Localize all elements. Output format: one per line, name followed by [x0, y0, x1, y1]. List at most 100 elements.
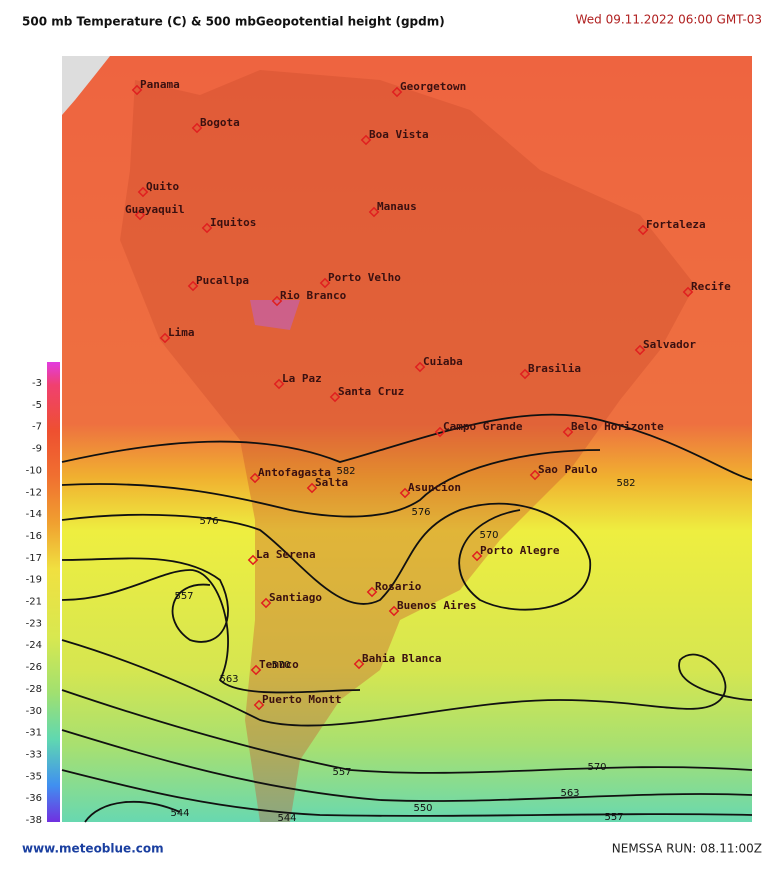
contour-label: 582	[336, 466, 355, 477]
legend-value: -26	[26, 662, 42, 673]
legend-value: -31	[26, 728, 42, 739]
city-marker	[360, 134, 372, 146]
city-label: Antofagasta	[258, 466, 331, 479]
contour-label: 563	[560, 788, 579, 799]
city-label: Recife	[691, 280, 731, 293]
city-marker	[134, 209, 146, 221]
legend-value: -7	[32, 422, 42, 433]
city-marker	[131, 84, 143, 96]
contour-label: 563	[219, 674, 238, 685]
cities: Panama Bogota Quito Guayaquil Iquitos Georget…	[125, 78, 731, 711]
city-label: Pucallpa	[196, 274, 249, 287]
map-area: Panama Bogota Quito Guayaquil Iquitos Georget…	[61, 56, 753, 824]
run-info: NEMSSA RUN: 08.11:00Z	[612, 842, 762, 856]
cold-pocket	[250, 300, 300, 330]
map-date: Wed 09.11.2022 06:00 GMT-03	[576, 13, 762, 27]
contour-label: 570	[587, 762, 606, 773]
city-marker	[634, 344, 646, 356]
city-marker	[414, 361, 426, 373]
contour-label: 557	[174, 591, 193, 602]
legend-value: -23	[26, 618, 42, 629]
city-marker	[391, 86, 403, 98]
city-label: Salvador	[643, 338, 696, 351]
contour-label: 544	[277, 813, 296, 824]
city-marker	[562, 426, 574, 438]
legend-value: -30	[26, 706, 42, 717]
no-data-area	[62, 56, 110, 115]
city-marker	[273, 378, 285, 390]
city-label: La Paz	[282, 372, 322, 385]
site-link[interactable]: www.meteoblue.com	[22, 842, 164, 856]
city-label: Porto Alegre	[480, 544, 560, 557]
city-marker	[519, 368, 531, 380]
city-label: Santa Cruz	[338, 385, 404, 398]
city-marker	[388, 605, 400, 617]
city-label: Rosario	[375, 580, 422, 593]
legend-value: -21	[26, 597, 42, 608]
city-label: Boa Vista	[369, 128, 429, 141]
city-marker	[353, 658, 365, 670]
city-marker	[637, 224, 649, 236]
city-label: Santiago	[269, 591, 322, 604]
city-label: Bahia Blanca	[362, 652, 441, 665]
legend-value: -5	[32, 400, 42, 411]
contour-label: 576	[199, 516, 218, 527]
city-label: Temuco	[259, 658, 299, 671]
contour-label: 550	[413, 803, 432, 814]
city-label: Guayaquil	[125, 203, 185, 216]
map-title: 500 mb Temperature (C) & 500 mbGeopotent…	[22, 15, 445, 29]
contour-label: 570	[271, 660, 290, 671]
contour-label: 576	[411, 507, 430, 518]
legend-value: -10	[26, 465, 42, 476]
city-marker	[137, 186, 149, 198]
legend-value: -36	[26, 793, 42, 804]
city-label: Bogota	[200, 116, 240, 129]
city-label: Fortaleza	[646, 218, 706, 231]
city-marker	[201, 222, 213, 234]
contour-label: 557	[604, 812, 623, 823]
legend-value: -16	[26, 531, 42, 542]
city-marker	[249, 472, 261, 484]
legend-value: -33	[26, 749, 42, 760]
continent-relief	[120, 70, 695, 822]
city-label: Buenos Aires	[397, 599, 476, 612]
legend-value: -17	[26, 553, 42, 564]
city-label: Belo Horizonte	[571, 420, 664, 433]
legend: -3 -5 -7 -9 -10 -12 -14 -16 -17 -19 -21 -23 -24 -26 -2…	[26, 378, 42, 826]
legend-value: -24	[26, 640, 42, 651]
city-label: Quito	[146, 180, 179, 193]
city-label: Lima	[168, 326, 195, 339]
city-marker	[306, 482, 318, 494]
city-marker	[434, 426, 446, 438]
city-label: La Serena	[256, 548, 316, 561]
city-marker	[399, 487, 411, 499]
city-label: Panama	[140, 78, 180, 91]
city-marker	[250, 664, 262, 676]
city-marker	[682, 286, 694, 298]
city-marker	[368, 206, 380, 218]
city-marker	[159, 332, 171, 344]
city-marker	[319, 277, 331, 289]
city-marker	[271, 295, 283, 307]
legend-value: -9	[32, 444, 42, 455]
city-marker	[471, 550, 483, 562]
legend-value: -38	[26, 815, 42, 826]
temperature-field	[62, 56, 752, 822]
city-marker	[187, 280, 199, 292]
city-label: Salta	[315, 476, 348, 489]
city-marker	[329, 391, 341, 403]
city-label: Porto Velho	[328, 271, 401, 284]
contours	[61, 413, 753, 823]
legend-value: -14	[26, 509, 42, 520]
city-label: Asuncion	[408, 481, 461, 494]
city-label: Georgetown	[400, 80, 466, 93]
city-marker	[253, 699, 265, 711]
city-marker	[529, 469, 541, 481]
city-label: Rio Branco	[280, 289, 347, 302]
city-marker	[247, 554, 259, 566]
contour-label: 544	[170, 808, 189, 819]
legend-value: -3	[32, 378, 42, 389]
city-label: Cuiaba	[423, 355, 463, 368]
contour-label: 570	[479, 530, 498, 541]
